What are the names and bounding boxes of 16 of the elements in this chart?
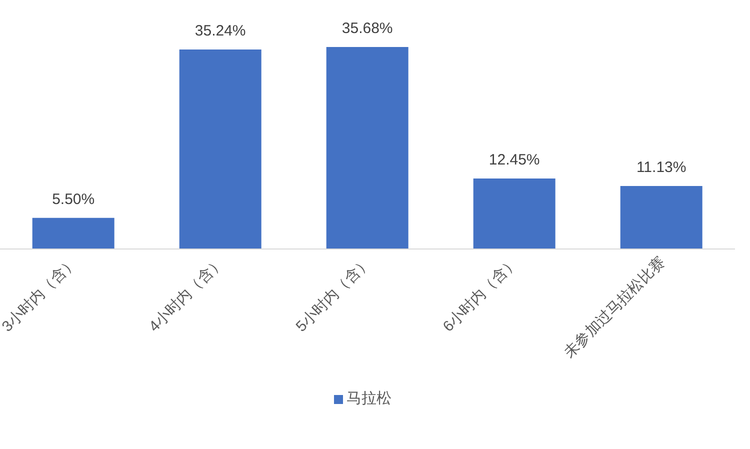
data-label: 35.68% [342, 20, 393, 37]
bar [326, 47, 408, 249]
bar [473, 178, 556, 249]
data-label: 11.13% [636, 158, 686, 176]
data-label: 5.50% [52, 190, 95, 208]
legend-label: 马拉松 [346, 390, 392, 407]
x-tick-label: 5小时内（含） [292, 254, 374, 336]
bar [179, 49, 262, 249]
x-tick-label: 4小时内（含） [146, 254, 228, 336]
bar [32, 218, 114, 249]
data-label: 12.45% [488, 152, 540, 169]
x-tick-label: 6小时内（含） [440, 254, 522, 336]
data-label: 35.24% [194, 22, 246, 40]
x-tick-label: 3小时内（含） [0, 254, 80, 336]
bar [620, 186, 702, 249]
x-tick-label: 未参加过马拉松比赛 [560, 254, 668, 362]
